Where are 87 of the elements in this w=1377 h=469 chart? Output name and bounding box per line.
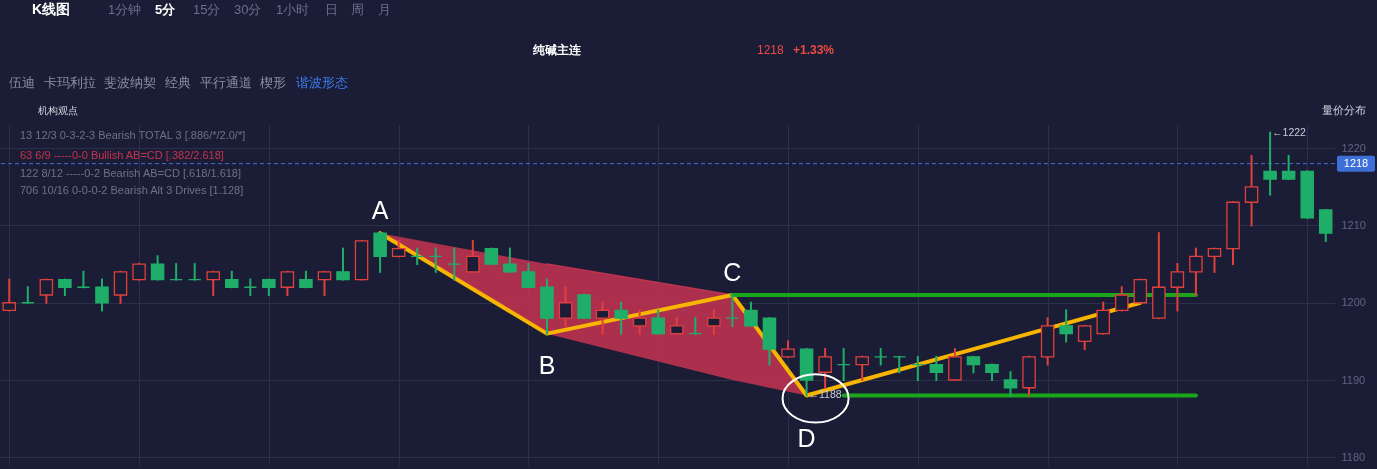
candlestick bbox=[818, 348, 832, 389]
candlestick bbox=[466, 239, 480, 273]
annotation: 122 8/12 -----0-2 Bearish AB=CD [.618/1.618] bbox=[20, 167, 242, 179]
candlestick bbox=[169, 263, 183, 281]
candlestick bbox=[1170, 263, 1185, 312]
text: K线图 bbox=[32, 1, 71, 17]
candlestick bbox=[280, 270, 295, 296]
candlestick bbox=[744, 301, 758, 327]
text: 周 bbox=[351, 2, 364, 17]
candlestick bbox=[892, 355, 907, 374]
candlestick bbox=[577, 294, 591, 320]
text: 斐波纳契 bbox=[104, 75, 156, 90]
candlestick bbox=[558, 286, 573, 327]
chart-title: 纯碱主连 bbox=[532, 43, 582, 57]
candlestick bbox=[1077, 324, 1092, 351]
candlestick bbox=[428, 247, 443, 273]
candlestick bbox=[1059, 309, 1073, 343]
candlestick bbox=[1244, 154, 1259, 227]
candlestick bbox=[595, 301, 610, 335]
text: 机构观点 bbox=[38, 105, 78, 116]
annotation: B bbox=[538, 350, 556, 379]
text: 月 bbox=[378, 2, 391, 17]
candlestick bbox=[1281, 154, 1296, 181]
candlestick bbox=[150, 255, 165, 281]
candlestick bbox=[95, 278, 109, 312]
candlestick bbox=[521, 263, 536, 289]
text: +1.33% bbox=[793, 43, 835, 57]
candlestick bbox=[688, 317, 703, 335]
text: 日 bbox=[325, 2, 338, 17]
annotation: D bbox=[797, 424, 816, 453]
candlestick bbox=[1133, 278, 1148, 304]
y-tick-label: 1190 bbox=[1341, 373, 1366, 386]
candlestick bbox=[243, 278, 258, 296]
candlestick bbox=[836, 348, 851, 381]
text: 1分钟 bbox=[108, 2, 142, 17]
annotation: ←1188 bbox=[808, 388, 842, 401]
text: 谐波形态 bbox=[296, 75, 348, 90]
candlestick bbox=[206, 270, 220, 296]
candlestick bbox=[1003, 371, 1018, 397]
candlestick bbox=[1096, 301, 1110, 335]
candlestick bbox=[1318, 209, 1333, 242]
candlestick bbox=[76, 270, 91, 289]
text: 1小时 bbox=[276, 2, 310, 17]
text: 楔形 bbox=[260, 75, 286, 90]
candlestick bbox=[503, 247, 517, 273]
candlestick bbox=[39, 278, 54, 304]
text: 卡玛利拉 bbox=[44, 75, 96, 90]
annotation: C bbox=[723, 258, 742, 286]
ref-line-label: 1218 bbox=[1343, 156, 1369, 169]
candlestick bbox=[447, 247, 462, 281]
candlestick bbox=[873, 348, 888, 366]
candlestick bbox=[1189, 247, 1203, 296]
text: 伍迪 bbox=[9, 75, 35, 90]
y-tick-label: 1220 bbox=[1341, 141, 1366, 154]
candlestick bbox=[632, 309, 647, 335]
y-tick-label: 1180 bbox=[1341, 450, 1366, 463]
candlestick bbox=[113, 270, 128, 304]
text: 1218 bbox=[757, 43, 785, 57]
candlestick bbox=[911, 355, 925, 381]
text: 经典 bbox=[165, 75, 191, 90]
candlestick bbox=[21, 286, 35, 304]
candlestick bbox=[855, 355, 869, 381]
candlestick bbox=[725, 294, 740, 327]
candlestick bbox=[373, 232, 387, 273]
candlestick bbox=[1207, 247, 1222, 273]
candlestick bbox=[707, 309, 721, 335]
candlestick bbox=[948, 348, 962, 381]
text: 量价分布 bbox=[1322, 104, 1366, 116]
candlestick bbox=[187, 263, 202, 281]
annotation: ←1222 bbox=[1272, 125, 1307, 138]
annotation: 13 12/3 0-3-2-3 Bearish TOTAL 3 [.886/*/2.0/*] bbox=[20, 129, 246, 141]
annotation: 706 10/16 0-0-0-2 Bearish Alt 3 Drives [1.128] bbox=[20, 184, 244, 196]
text: 30分 bbox=[234, 2, 262, 17]
text: 15分 bbox=[193, 2, 221, 17]
text: 5分 bbox=[155, 2, 177, 17]
annotation: A bbox=[371, 196, 389, 225]
candlestick bbox=[336, 247, 350, 281]
y-tick-label: 1200 bbox=[1341, 296, 1366, 309]
candlestick bbox=[1115, 286, 1129, 312]
candlestick bbox=[651, 309, 665, 335]
candlestick bbox=[614, 301, 628, 335]
candlestick bbox=[410, 247, 424, 266]
candlestick bbox=[929, 355, 944, 381]
annotation: 63 6/9 -----0-0 Bullish AB=CD [.382/2.618] bbox=[20, 149, 224, 161]
y-tick-label: 1210 bbox=[1341, 218, 1366, 231]
candlestick bbox=[317, 270, 332, 296]
text: 平行通道 bbox=[200, 75, 252, 90]
